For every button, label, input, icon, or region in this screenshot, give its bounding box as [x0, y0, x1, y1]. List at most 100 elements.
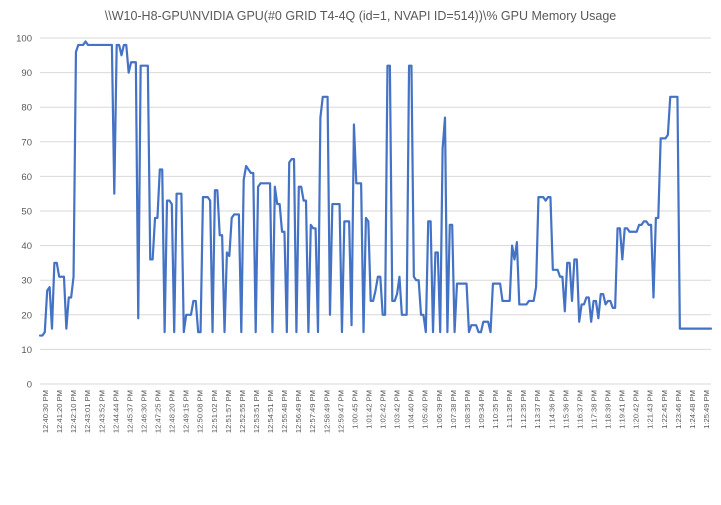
data-point: [597, 317, 599, 319]
data-point: [70, 296, 72, 298]
data-point: [501, 300, 503, 302]
data-point: [137, 317, 139, 319]
data-point: [537, 196, 539, 198]
data-point: [68, 296, 70, 298]
x-tick-label: 1:17:38 PM: [589, 390, 598, 429]
data-point: [209, 200, 211, 202]
y-tick-label: 40: [21, 241, 32, 252]
data-point: [513, 258, 515, 260]
data-point: [516, 241, 518, 243]
data-point: [410, 65, 412, 67]
data-point: [396, 293, 398, 295]
data-point: [453, 331, 455, 333]
data-point: [518, 303, 520, 305]
data-point: [499, 283, 501, 285]
data-point: [269, 182, 271, 184]
data-point: [509, 300, 511, 302]
data-point: [140, 65, 142, 67]
data-point: [295, 331, 297, 333]
data-point: [362, 331, 364, 333]
data-point: [533, 300, 535, 302]
data-point: [552, 269, 554, 271]
data-point: [415, 279, 417, 281]
data-point: [545, 200, 547, 202]
data-point: [684, 328, 686, 330]
data-point: [80, 44, 82, 46]
data-point: [288, 161, 290, 163]
data-point: [106, 44, 108, 46]
data-point: [669, 96, 671, 98]
data-point: [418, 279, 420, 281]
y-tick-label: 50: [21, 207, 32, 218]
x-tick-label: 1:12:35 PM: [519, 390, 528, 429]
data-point: [144, 65, 146, 67]
data-point: [221, 234, 223, 236]
data-point: [403, 314, 405, 316]
data-point: [154, 217, 156, 219]
data-point: [590, 321, 592, 323]
data-point: [434, 251, 436, 253]
x-tick-label: 12:56:49 PM: [294, 390, 303, 433]
data-point: [398, 276, 400, 278]
data-point: [319, 116, 321, 118]
data-point: [475, 324, 477, 326]
data-point: [401, 314, 403, 316]
data-point: [92, 44, 94, 46]
data-point: [132, 61, 134, 63]
x-tick-label: 1:21:43 PM: [646, 390, 655, 429]
data-point: [386, 65, 388, 67]
x-tick-label: 12:53:51 PM: [252, 390, 261, 433]
data-point: [96, 44, 98, 46]
data-point: [652, 296, 654, 298]
data-point: [676, 96, 678, 98]
data-point: [314, 227, 316, 229]
data-point: [437, 251, 439, 253]
data-point: [104, 44, 106, 46]
data-point: [628, 231, 630, 233]
data-point: [338, 203, 340, 205]
data-point: [367, 220, 369, 222]
data-point: [609, 300, 611, 302]
x-tick-label: 1:19:41 PM: [618, 390, 627, 429]
data-point: [293, 158, 295, 160]
data-point: [247, 168, 249, 170]
y-tick-label: 0: [27, 380, 32, 391]
data-point: [65, 328, 67, 330]
data-point: [235, 213, 237, 215]
data-point: [214, 189, 216, 191]
data-point: [379, 276, 381, 278]
data-point: [482, 321, 484, 323]
data-point: [607, 300, 609, 302]
data-point: [473, 324, 475, 326]
x-tick-label: 1:23:46 PM: [674, 390, 683, 429]
data-point: [600, 293, 602, 295]
data-point: [226, 251, 228, 253]
data-point: [511, 245, 513, 247]
data-point: [470, 324, 472, 326]
data-point: [44, 331, 46, 333]
data-point: [492, 283, 494, 285]
data-point: [389, 65, 391, 67]
data-point: [187, 314, 189, 316]
data-point: [228, 255, 230, 257]
data-point: [243, 179, 245, 181]
data-point: [480, 331, 482, 333]
data-point: [578, 321, 580, 323]
data-point: [394, 300, 396, 302]
data-point: [667, 134, 669, 136]
x-tick-label: 12:58:49 PM: [322, 390, 331, 433]
data-point: [636, 231, 638, 233]
data-point: [461, 283, 463, 285]
series-line: [38, 40, 713, 337]
data-point: [616, 227, 618, 229]
data-point: [250, 172, 252, 174]
data-point: [113, 193, 115, 195]
data-point: [525, 303, 527, 305]
x-tick-label: 12:49:15 PM: [182, 390, 191, 433]
data-point: [264, 182, 266, 184]
data-point: [662, 137, 664, 139]
data-point: [257, 186, 259, 188]
x-tick-label: 1:06:39 PM: [435, 390, 444, 429]
x-tick-label: 1:00:45 PM: [350, 390, 359, 429]
data-point: [94, 44, 96, 46]
